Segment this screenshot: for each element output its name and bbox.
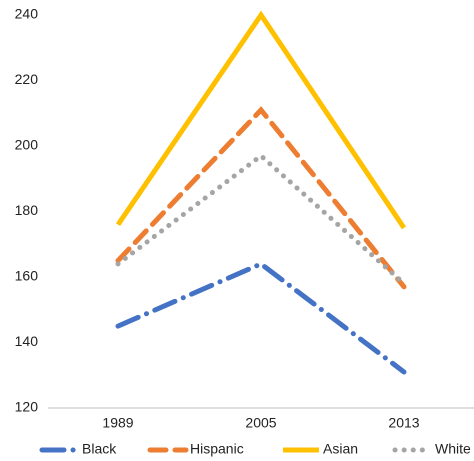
y-tick-label: 120 (15, 399, 39, 415)
y-tick-label: 180 (15, 202, 39, 218)
x-tick-label: 2005 (245, 415, 276, 431)
y-tick-label: 140 (15, 333, 39, 349)
x-tick-label: 1989 (102, 415, 133, 431)
legend-label: Black (82, 441, 117, 457)
y-tick-label: 220 (15, 71, 39, 87)
series-line (115, 261, 407, 375)
legend-label: Hispanic (190, 441, 244, 457)
series-line (115, 106, 407, 290)
y-tick-label: 160 (15, 268, 39, 284)
y-tick-label: 240 (15, 6, 39, 22)
series-line (115, 152, 407, 287)
legend-label: White (435, 441, 471, 457)
legend-label: Asian (323, 441, 358, 457)
y-tick-label: 200 (15, 137, 39, 153)
x-tick-label: 2013 (388, 415, 419, 431)
series-line (115, 10, 407, 230)
